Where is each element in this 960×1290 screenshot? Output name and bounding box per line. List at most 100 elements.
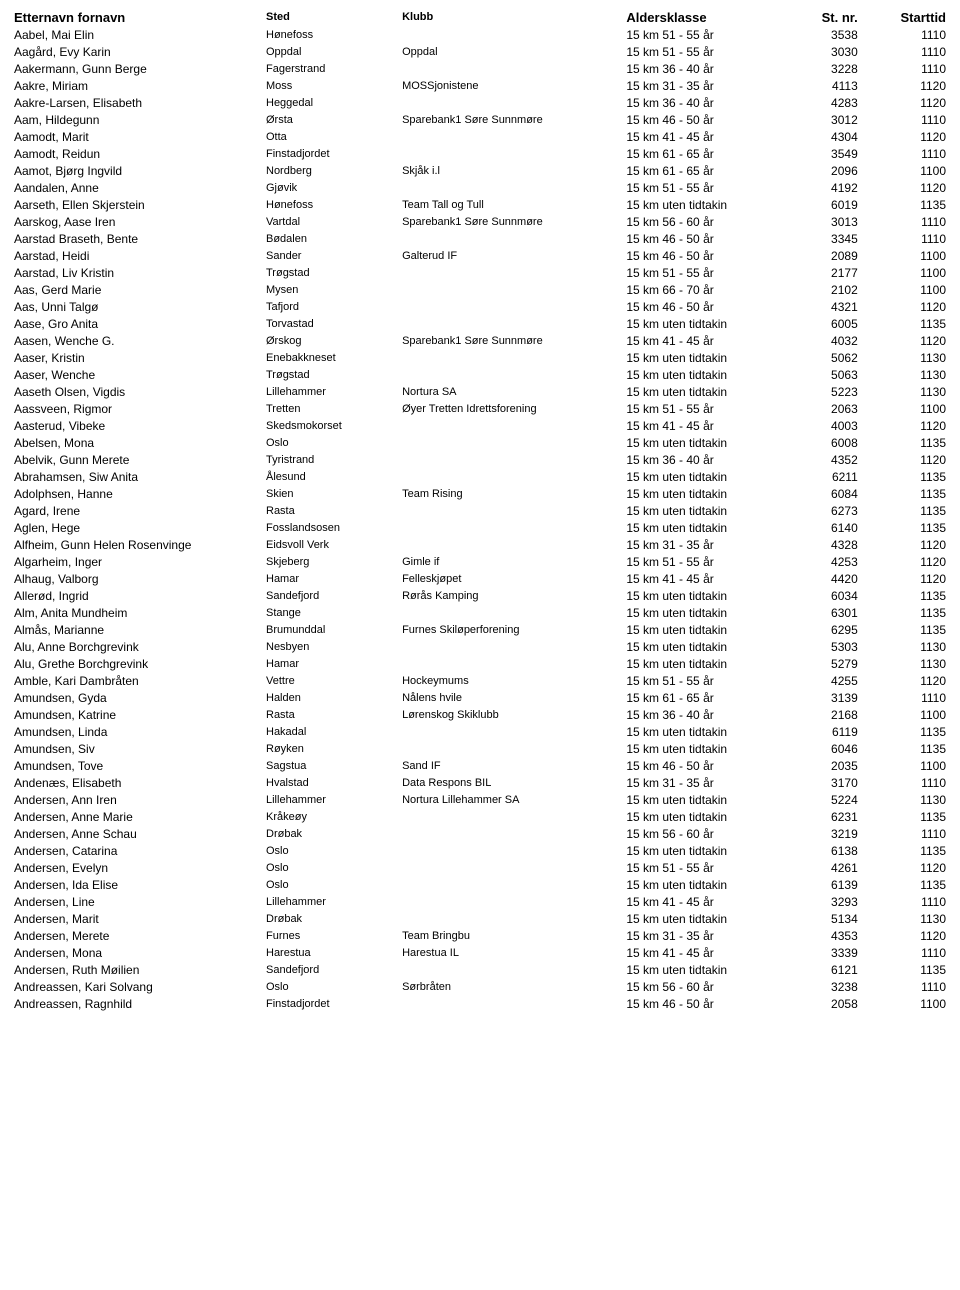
cell-name: Allerød, Ingrid — [10, 587, 262, 604]
cell-alder: 15 km 51 - 55 år — [622, 26, 786, 43]
cell-stnr: 4321 — [786, 298, 862, 315]
cell-alder: 15 km 31 - 35 år — [622, 927, 786, 944]
cell-stnr: 3030 — [786, 43, 862, 60]
cell-name: Alu, Anne Borchgrevink — [10, 638, 262, 655]
cell-stnr: 6034 — [786, 587, 862, 604]
table-row: Andersen, Ida EliseOslo15 km uten tidtak… — [10, 876, 950, 893]
table-row: Aaser, KristinEnebakkneset15 km uten tid… — [10, 349, 950, 366]
cell-start: 1120 — [862, 553, 950, 570]
cell-name: Andreassen, Kari Solvang — [10, 978, 262, 995]
table-row: Amundsen, LindaHakadal15 km uten tidtaki… — [10, 723, 950, 740]
cell-klubb — [398, 179, 622, 196]
cell-name: Aakre-Larsen, Elisabeth — [10, 94, 262, 111]
cell-klubb — [398, 366, 622, 383]
table-row: Amundsen, SivRøyken15 km uten tidtakin60… — [10, 740, 950, 757]
cell-stnr: 5223 — [786, 383, 862, 400]
cell-stnr: 3238 — [786, 978, 862, 995]
cell-stnr: 3293 — [786, 893, 862, 910]
cell-klubb — [398, 893, 622, 910]
cell-stnr: 6140 — [786, 519, 862, 536]
cell-name: Almås, Marianne — [10, 621, 262, 638]
cell-sted: Røyken — [262, 740, 398, 757]
cell-klubb: Team Bringbu — [398, 927, 622, 944]
cell-start: 1135 — [862, 604, 950, 621]
cell-start: 1130 — [862, 910, 950, 927]
cell-alder: 15 km 61 - 65 år — [622, 145, 786, 162]
cell-alder: 15 km 61 - 65 år — [622, 689, 786, 706]
cell-stnr: 4353 — [786, 927, 862, 944]
cell-klubb — [398, 808, 622, 825]
cell-sted: Hakadal — [262, 723, 398, 740]
cell-name: Aagård, Evy Karin — [10, 43, 262, 60]
cell-stnr: 4328 — [786, 536, 862, 553]
cell-start: 1120 — [862, 332, 950, 349]
cell-name: Aase, Gro Anita — [10, 315, 262, 332]
cell-name: Aamodt, Marit — [10, 128, 262, 145]
cell-klubb — [398, 655, 622, 672]
table-row: Andersen, CatarinaOslo15 km uten tidtaki… — [10, 842, 950, 859]
cell-sted: Tretten — [262, 400, 398, 417]
cell-name: Aakre, Miriam — [10, 77, 262, 94]
cell-sted: Bødalen — [262, 230, 398, 247]
cell-name: Andersen, Ida Elise — [10, 876, 262, 893]
cell-alder: 15 km uten tidtakin — [622, 383, 786, 400]
cell-klubb: Sørbråten — [398, 978, 622, 995]
cell-klubb: Nålens hvile — [398, 689, 622, 706]
table-row: Almås, MarianneBrumunddalFurnes Skiløper… — [10, 621, 950, 638]
cell-start: 1120 — [862, 859, 950, 876]
table-row: Aakre-Larsen, ElisabethHeggedal15 km 36 … — [10, 94, 950, 111]
cell-name: Agard, Irene — [10, 502, 262, 519]
table-row: Aasen, Wenche G.ØrskogSparebank1 Søre Su… — [10, 332, 950, 349]
table-row: Alm, Anita MundheimStange15 km uten tidt… — [10, 604, 950, 621]
cell-stnr: 6119 — [786, 723, 862, 740]
cell-klubb — [398, 502, 622, 519]
cell-alder: 15 km 51 - 55 år — [622, 179, 786, 196]
cell-start: 1135 — [862, 519, 950, 536]
table-row: Aarstad, HeidiSanderGalterud IF15 km 46 … — [10, 247, 950, 264]
cell-stnr: 4113 — [786, 77, 862, 94]
table-row: Alu, Grethe BorchgrevinkHamar15 km uten … — [10, 655, 950, 672]
table-row: Abrahamsen, Siw AnitaÅlesund15 km uten t… — [10, 468, 950, 485]
cell-sted: Ålesund — [262, 468, 398, 485]
cell-name: Andersen, Anne Marie — [10, 808, 262, 825]
cell-stnr: 6295 — [786, 621, 862, 638]
cell-start: 1135 — [862, 196, 950, 213]
cell-sted: Skedsmokorset — [262, 417, 398, 434]
cell-alder: 15 km uten tidtakin — [622, 876, 786, 893]
cell-alder: 15 km 46 - 50 år — [622, 247, 786, 264]
cell-klubb: Øyer Tretten Idrettsforening — [398, 400, 622, 417]
cell-alder: 15 km uten tidtakin — [622, 587, 786, 604]
cell-name: Amundsen, Gyda — [10, 689, 262, 706]
cell-start: 1120 — [862, 77, 950, 94]
cell-alder: 15 km uten tidtakin — [622, 723, 786, 740]
cell-klubb: Team Tall og Tull — [398, 196, 622, 213]
cell-stnr: 4352 — [786, 451, 862, 468]
cell-name: Aasen, Wenche G. — [10, 332, 262, 349]
table-row: Aamodt, MaritOtta15 km 41 - 45 år4304112… — [10, 128, 950, 145]
cell-sted: Kråkeøy — [262, 808, 398, 825]
table-row: Andersen, Anne SchauDrøbak15 km 56 - 60 … — [10, 825, 950, 842]
cell-stnr: 6046 — [786, 740, 862, 757]
cell-stnr: 6301 — [786, 604, 862, 621]
table-row: Aarstad, Liv KristinTrøgstad15 km 51 - 5… — [10, 264, 950, 281]
cell-klubb: Data Respons BIL — [398, 774, 622, 791]
cell-klubb — [398, 298, 622, 315]
cell-sted: Sander — [262, 247, 398, 264]
cell-name: Adolphsen, Hanne — [10, 485, 262, 502]
cell-start: 1100 — [862, 264, 950, 281]
table-row: Aas, Gerd MarieMysen15 km 66 - 70 år2102… — [10, 281, 950, 298]
cell-alder: 15 km 41 - 45 år — [622, 570, 786, 587]
cell-stnr: 6231 — [786, 808, 862, 825]
cell-start: 1120 — [862, 128, 950, 145]
cell-start: 1100 — [862, 706, 950, 723]
cell-alder: 15 km 56 - 60 år — [622, 825, 786, 842]
cell-klubb: Hockeymums — [398, 672, 622, 689]
cell-stnr: 5134 — [786, 910, 862, 927]
cell-klubb — [398, 145, 622, 162]
cell-name: Alhaug, Valborg — [10, 570, 262, 587]
cell-klubb: Rørås Kamping — [398, 587, 622, 604]
cell-stnr: 6139 — [786, 876, 862, 893]
cell-name: Aandalen, Anne — [10, 179, 262, 196]
cell-start: 1135 — [862, 468, 950, 485]
cell-start: 1110 — [862, 111, 950, 128]
